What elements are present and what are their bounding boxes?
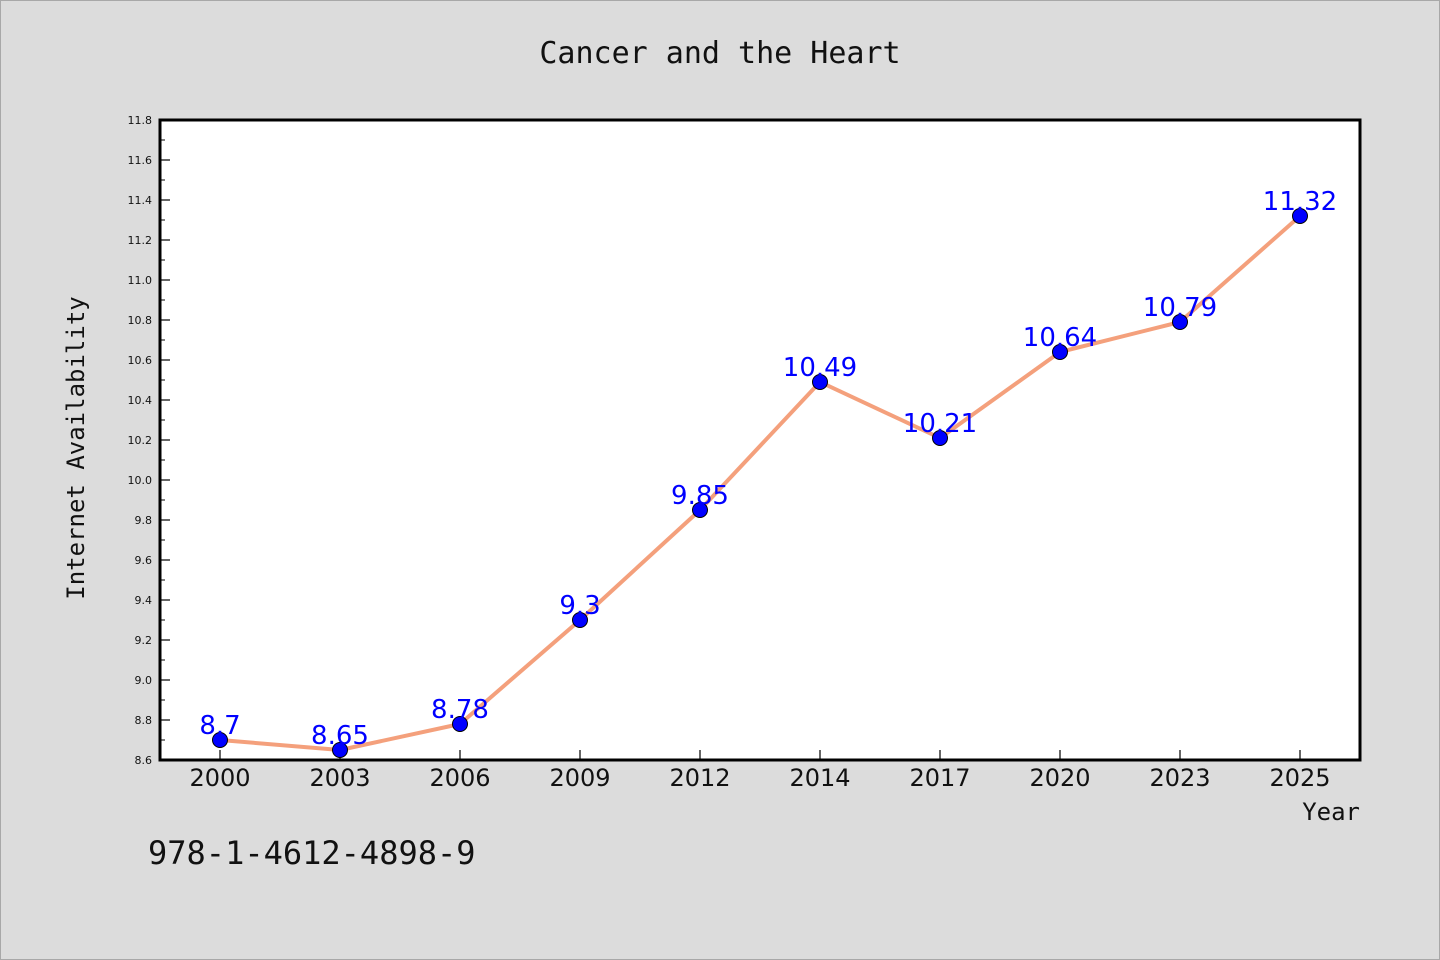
y-tick-label: 11.6 — [128, 154, 153, 167]
data-point — [452, 716, 468, 732]
y-axis-label: Internet Availability — [62, 296, 90, 599]
data-point — [692, 502, 708, 518]
y-tick-label: 11.4 — [128, 194, 153, 207]
x-axis: 2000 2003 2006 2009 2012 2014 2017 2020 2023 2025 — [189, 750, 1331, 792]
data-point — [932, 430, 948, 446]
y-tick-label: 8.6 — [135, 754, 153, 767]
y-tick-label: 9.2 — [135, 634, 153, 647]
y-tick-label: 9.0 — [135, 674, 153, 687]
y-tick-label: 8.8 — [135, 714, 153, 727]
y-tick-label: 11.2 — [128, 234, 153, 247]
data-label: 8.78 — [431, 695, 489, 725]
data-label: 11.32 — [1263, 187, 1337, 217]
x-tick-label: 2017 — [909, 764, 970, 792]
data-label: 8.7 — [199, 711, 240, 741]
data-label: 10.79 — [1143, 293, 1217, 323]
data-point — [1292, 208, 1308, 224]
y-tick-label: 10.6 — [128, 354, 153, 367]
y-tick-label: 9.6 — [135, 554, 153, 567]
x-tick-label: 2003 — [309, 764, 370, 792]
plot-border — [158, 118, 1362, 762]
x-axis-label: Year — [1302, 798, 1360, 826]
data-point — [212, 732, 228, 748]
data-labels: 8.7 8.65 8.78 9.3 9.85 10.49 10.21 10.64 10.79 11… — [199, 187, 1337, 751]
series-line-group — [218, 214, 1302, 752]
data-label: 8.65 — [311, 721, 369, 751]
data-point — [812, 374, 828, 390]
data-point — [1052, 344, 1068, 360]
y-tick-label: 11.0 — [128, 274, 153, 287]
x-tick-label: 2023 — [1149, 764, 1210, 792]
footnote-isbn: 978-1-4612-4898-9 — [148, 834, 476, 872]
y-tick-label: 10.8 — [128, 314, 153, 327]
series-line — [218, 214, 1302, 752]
data-label: 10.21 — [903, 409, 977, 439]
data-point — [1172, 314, 1188, 330]
y-tick-label: 9.4 — [135, 594, 153, 607]
x-tick-label: 2009 — [549, 764, 610, 792]
plot-area — [160, 120, 1360, 760]
y-tick-label: 10.0 — [128, 474, 153, 487]
x-tick-label: 2014 — [789, 764, 850, 792]
data-label: 9.85 — [671, 481, 729, 511]
x-tick-label: 2006 — [429, 764, 490, 792]
x-tick-label: 2020 — [1029, 764, 1090, 792]
data-label: 9.3 — [559, 591, 600, 621]
x-tick-label: 2025 — [1269, 764, 1330, 792]
data-point — [332, 742, 348, 758]
x-tick-label: 2012 — [669, 764, 730, 792]
data-point — [572, 612, 588, 628]
y-tick-label: 10.2 — [128, 434, 153, 447]
chart-title: Cancer and the Heart — [539, 36, 900, 71]
y-tick-label: 10.4 — [128, 394, 153, 407]
series-markers — [212, 208, 1308, 758]
data-label: 10.49 — [783, 353, 857, 383]
y-axis: 8.6 8.8 9.0 9.2 9.4 9.6 9.8 10.0 10.2 10.4 10.6 10.… — [128, 114, 170, 767]
data-label: 10.64 — [1023, 323, 1097, 353]
y-tick-label: 11.8 — [128, 114, 153, 127]
x-tick-label: 2000 — [189, 764, 250, 792]
y-tick-label: 9.8 — [135, 514, 153, 527]
